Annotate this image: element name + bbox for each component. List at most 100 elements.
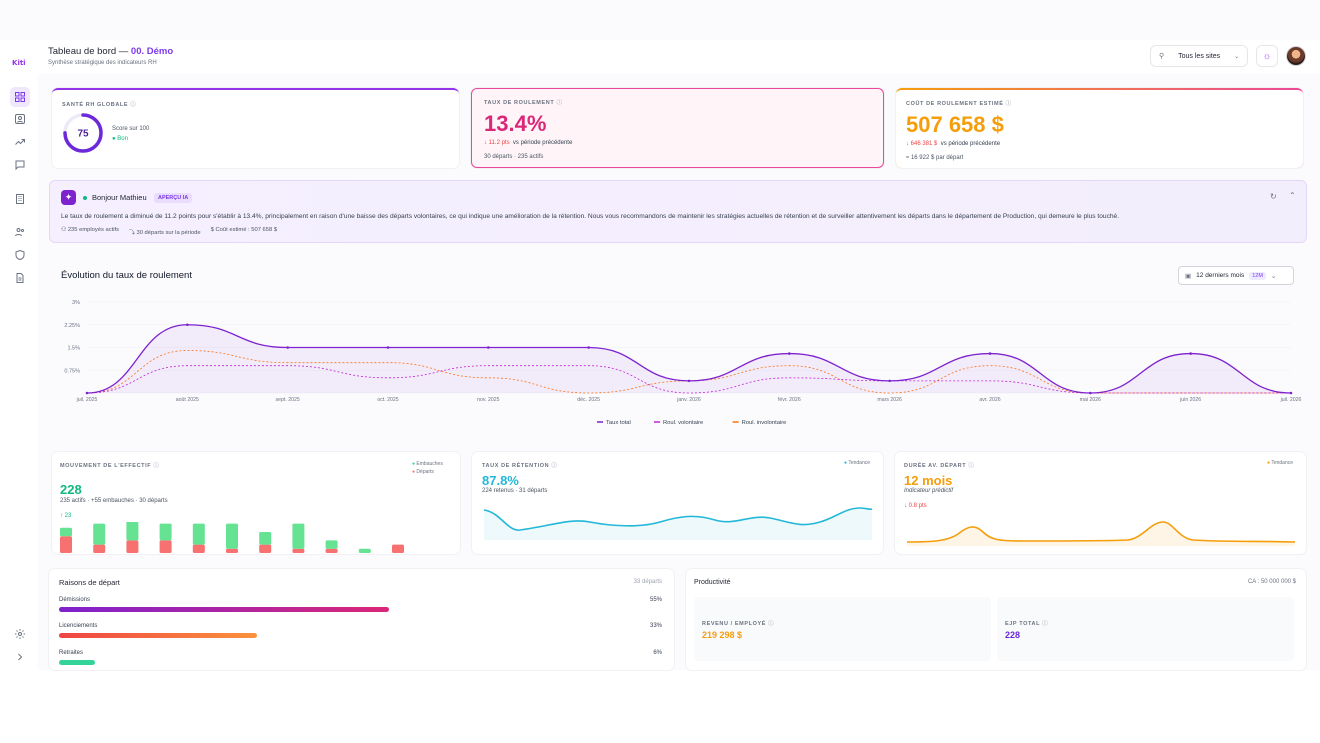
card-departure-reasons: Raisons de départ 33 départs Démissions … [49, 569, 674, 670]
sidebar-item-documents[interactable] [10, 268, 30, 288]
sidebar: Kiti [0, 40, 38, 670]
kpi-card-health: SANTÉ RH GLOBALE ⓘ 75 Score sur 100 ● Bo… [52, 88, 459, 168]
y-tick-label: 3% [72, 300, 80, 306]
sidebar-expand-button[interactable] [10, 647, 30, 667]
trend-down-icon: ⤵ [129, 230, 135, 236]
info-icon: ⓘ [551, 463, 558, 469]
duration-line [906, 521, 1296, 543]
y-tick-label: 0.75% [64, 368, 80, 374]
reason-bar-dismissals [59, 633, 257, 638]
gear-icon [15, 629, 25, 639]
x-tick-label: sept. 2025 [276, 397, 300, 403]
reason-label-resignations: Démissions [59, 597, 91, 603]
legend-label: Roul. volontaire [663, 420, 703, 426]
kpi-label: EJP TOTAL ⓘ [1005, 621, 1049, 627]
kpi-label: REVENU / EMPLOYÉ ⓘ [702, 621, 775, 627]
status-badge: ● Bon [112, 136, 128, 142]
info-icon: ⓘ [768, 621, 775, 627]
kpi-card-turnover[interactable]: TAUX DE ROULEMENT ⓘ 13.4% ↓ 11.2 pts vs … [471, 88, 884, 168]
avatar[interactable] [1286, 46, 1306, 66]
data-point [687, 379, 691, 383]
building-icon [16, 194, 24, 204]
sidebar-item-organization[interactable] [10, 189, 30, 209]
x-tick-label: juil. 2025 [76, 397, 98, 403]
grid-icon [15, 92, 25, 102]
sidebar-item-settings[interactable] [10, 624, 30, 644]
retention-line [483, 507, 873, 531]
data-point [788, 352, 791, 355]
retention-detail: 224 retenus · 31 départs [482, 488, 548, 494]
card-retention: TAUX DE RÉTENTION ⓘ ● Tendance 87.8% 224… [472, 452, 883, 554]
cost-detail: ≈ 16 922 $ par départ [906, 155, 964, 161]
health-score-gauge: 75 [63, 113, 103, 153]
kpi-card-cost: COÛT DE ROULEMENT ESTIMÉ ⓘ 507 658 $ ↓ 6… [896, 88, 1303, 168]
reasons-title: Raisons de départ [59, 578, 120, 587]
x-tick-label: janv. 2026 [676, 397, 701, 403]
sidebar-item-security[interactable] [10, 245, 30, 265]
x-tick-label: juin 2026 [1179, 397, 1201, 403]
duration-value: 12 mois [904, 473, 953, 488]
ai-stats: ⚇ 235 employés actifs ⤵ 30 départs sur l… [61, 227, 277, 236]
chevron-up-icon[interactable]: ⌃ [1289, 191, 1296, 200]
info-icon: ⓘ [1005, 101, 1012, 107]
site-select[interactable]: ⚲ Tous les sites ⌄ [1150, 45, 1248, 67]
movement-delta: ↑ 23 [60, 513, 72, 519]
x-tick-label: août 2025 [176, 397, 199, 403]
cost-value: 507 658 $ [906, 112, 1004, 137]
bar-hires [325, 540, 338, 549]
period-select-value: 12 derniers mois [1196, 272, 1245, 279]
data-point [1089, 391, 1092, 395]
period-select[interactable]: ▣ 12 derniers mois 12M ⌄ [1178, 266, 1294, 285]
ai-stat-cost: $ Coût estimé : 507 658 $ [210, 227, 278, 233]
retention-area [484, 508, 872, 540]
bar-departures [60, 536, 72, 553]
theme-toggle-button[interactable]: ☼ [1256, 45, 1278, 67]
legend-label: Roul. involontaire [742, 420, 787, 426]
bar-departures [159, 540, 172, 553]
users-icon: ⚇ [61, 227, 67, 233]
legend-hires: ● Embauches [412, 461, 443, 467]
sidebar-item-profile[interactable] [10, 109, 30, 129]
movement-detail: 235 actifs · +55 embauches · 30 départs [60, 498, 168, 504]
y-tick-label: 1.5% [67, 346, 80, 352]
users-icon [15, 228, 24, 237]
movement-legend: ● Embauches ● Départs [412, 460, 443, 476]
location-pin-icon: ⚲ [1159, 53, 1165, 60]
chevron-right-icon [18, 653, 23, 661]
bar-hires [126, 522, 139, 541]
sidebar-item-employees[interactable] [10, 222, 30, 242]
bar-departures [226, 548, 238, 553]
dollar-icon: $ [210, 227, 214, 233]
retention-sparkline [483, 507, 873, 540]
duration-detail: Indicateur prédictif [904, 488, 954, 494]
file-icon [16, 273, 24, 283]
sidebar-item-trends[interactable] [10, 132, 30, 152]
reason-pct-dismissals: 33% [649, 623, 662, 629]
reason-bar-retirements [59, 660, 95, 665]
info-icon: ⓘ [968, 463, 975, 469]
health-score-value: 75 [77, 129, 89, 140]
bar-hires [358, 548, 371, 553]
x-tick-label: oct. 2025 [377, 397, 398, 403]
page-title-text: Tableau de bord [48, 46, 117, 57]
bar-departures [325, 548, 338, 553]
sidebar-item-messages[interactable] [10, 155, 30, 175]
x-tick-label: nov. 2025 [477, 397, 500, 403]
duration-sparkline [906, 521, 1296, 546]
x-tick-label: mai 2026 [1080, 397, 1101, 403]
top-header: Tableau de bord — 00. Démo Synthèse stra… [38, 40, 1320, 74]
bar-departures [126, 540, 139, 553]
sparkle-icon: ✦ [61, 190, 76, 205]
info-icon: ⓘ [556, 100, 563, 106]
title-separator: — [118, 46, 129, 57]
info-icon: ⓘ [130, 102, 137, 108]
data-point [186, 323, 189, 327]
revenue-per-employee-tile: REVENU / EMPLOYÉ ⓘ 219 298 $ [694, 597, 991, 661]
app-logo[interactable]: Kiti [12, 59, 26, 67]
duration-delta: ↓ 0.8 pts [904, 503, 927, 509]
refresh-icon[interactable]: ↻ [1270, 192, 1277, 201]
sidebar-item-dashboard[interactable] [10, 87, 30, 107]
kpi-label: MOUVEMENT DE L'EFFECTIF ⓘ [60, 463, 160, 469]
movement-bar-chart [60, 522, 404, 553]
message-icon [15, 160, 25, 171]
